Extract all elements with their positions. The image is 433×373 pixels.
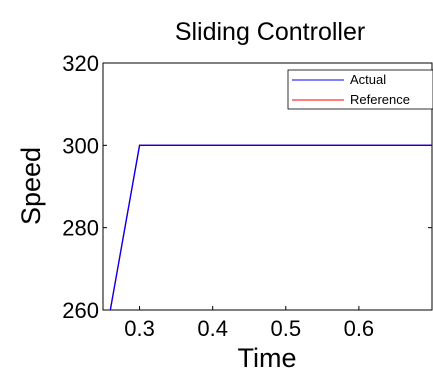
y-axis-label: Speed <box>16 147 46 225</box>
series-line-actual <box>109 144 432 310</box>
x-tick-label: 0.6 <box>344 316 375 341</box>
legend: Actual Reference <box>287 69 433 110</box>
legend-label-reference: Reference <box>350 92 410 107</box>
legend-label-actual: Actual <box>350 72 386 87</box>
x-axis-label: Time <box>238 343 297 373</box>
x-axis-ticks: 0.3 0.4 0.5 0.6 <box>124 306 374 341</box>
chart-title: Sliding Controller <box>175 18 365 46</box>
x-tick-label: 0.3 <box>124 316 155 341</box>
y-tick-label: 300 <box>62 133 99 158</box>
legend-box <box>287 69 433 110</box>
x-tick-label: 0.4 <box>197 316 228 341</box>
series-layer <box>109 144 432 310</box>
x-tick-label: 0.5 <box>270 316 301 341</box>
y-axis-ticks: 260 280 300 320 <box>62 51 432 323</box>
y-tick-label: 260 <box>62 298 99 323</box>
y-tick-label: 280 <box>62 216 99 241</box>
y-tick-label: 320 <box>62 51 99 76</box>
